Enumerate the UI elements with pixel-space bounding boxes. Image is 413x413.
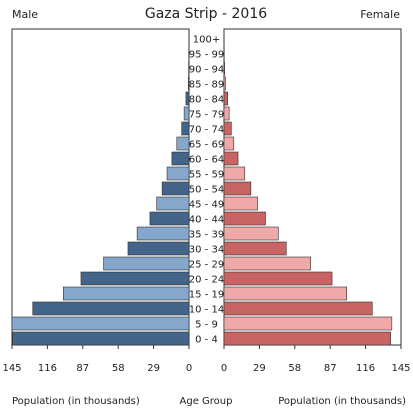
left-tick-label: 29 xyxy=(147,363,160,374)
female-bar-35-39 xyxy=(223,226,279,241)
female-bar-75-79 xyxy=(223,106,230,121)
male-bar-55-59 xyxy=(166,166,190,181)
right-tick-label: 87 xyxy=(324,363,337,374)
male-bar-30-34 xyxy=(127,241,190,256)
age-group-label: 0 - 4 xyxy=(195,335,218,346)
female-bar-40-44 xyxy=(223,211,266,226)
male-bars xyxy=(11,31,190,346)
male-axis-ticks: 145 116 87 58 29 0 xyxy=(2,345,192,374)
female-label: Female xyxy=(360,8,400,21)
male-label: Male xyxy=(12,8,38,21)
female-bar-90-94 xyxy=(223,61,225,76)
female-bar-5-9 xyxy=(223,316,393,331)
age-group-label: 70 - 74 xyxy=(189,125,224,136)
female-bar-70-74 xyxy=(223,121,232,136)
left-tick-label: 87 xyxy=(76,363,89,374)
male-bar-85-89 xyxy=(187,76,190,91)
right-tick-label: 29 xyxy=(253,363,266,374)
male-bar-50-54 xyxy=(161,181,190,196)
female-bar-55-59 xyxy=(223,166,246,181)
female-axis-ticks: 0 29 58 87 116 145 xyxy=(221,345,411,374)
age-group-label: 10 - 14 xyxy=(189,305,224,316)
female-bar-65-69 xyxy=(223,136,235,151)
male-bar-35-39 xyxy=(136,226,190,241)
female-bar-15-19 xyxy=(223,286,347,301)
male-bar-15-19 xyxy=(62,286,190,301)
female-bar-45-49 xyxy=(223,196,258,211)
female-bar-80-84 xyxy=(223,91,228,106)
right-tick-label: 116 xyxy=(356,363,375,374)
male-bar-5-9 xyxy=(11,316,190,331)
age-group-label: 30 - 34 xyxy=(189,245,224,256)
left-tick-label: 0 xyxy=(186,363,192,374)
age-group-label: 20 - 24 xyxy=(189,275,224,286)
age-group-label: 55 - 59 xyxy=(189,170,224,181)
age-axis-title: Age Group xyxy=(180,396,233,407)
age-group-label: 25 - 29 xyxy=(189,260,224,271)
male-axis-title: Population (in thousands) xyxy=(12,396,140,407)
female-bars xyxy=(223,31,393,346)
male-bar-10-14 xyxy=(32,301,190,316)
male-bar-65-69 xyxy=(176,136,190,151)
age-group-label: 75 - 79 xyxy=(189,110,224,121)
left-tick-label: 145 xyxy=(2,363,21,374)
age-group-label: 40 - 44 xyxy=(189,215,224,226)
chart-title: Gaza Strip - 2016 xyxy=(145,6,267,22)
age-group-label: 65 - 69 xyxy=(189,140,224,151)
age-group-label: 90 - 94 xyxy=(189,65,224,76)
left-tick-label: 116 xyxy=(38,363,57,374)
female-bar-30-34 xyxy=(223,241,287,256)
left-tick-label: 58 xyxy=(112,363,125,374)
age-group-label: 45 - 49 xyxy=(189,200,224,211)
male-bar-0-4 xyxy=(12,331,190,346)
female-bar-0-4 xyxy=(223,331,391,346)
right-tick-label: 0 xyxy=(221,363,227,374)
male-bar-75-79 xyxy=(183,106,190,121)
age-group-label: 95 - 99 xyxy=(189,50,224,61)
age-group-label: 35 - 39 xyxy=(189,230,224,241)
age-group-label: 15 - 19 xyxy=(189,290,224,301)
age-group-label: 80 - 84 xyxy=(189,95,224,106)
age-group-label: 60 - 64 xyxy=(189,155,224,166)
female-bar-50-54 xyxy=(223,181,252,196)
male-bar-25-29 xyxy=(103,256,190,271)
female-bar-20-24 xyxy=(223,271,333,286)
female-axis-title: Population (in thousands) xyxy=(278,396,406,407)
age-group-label: 100+ xyxy=(193,35,220,46)
female-bar-10-14 xyxy=(223,301,373,316)
male-bar-20-24 xyxy=(80,271,190,286)
age-group-labels: 100+ 95 - 99 90 - 94 85 - 89 80 - 84 75 - 79 7… xyxy=(189,35,224,346)
female-bar-25-29 xyxy=(223,256,311,271)
age-group-label: 5 - 9 xyxy=(195,320,218,331)
male-bar-45-49 xyxy=(156,196,190,211)
female-bar-60-64 xyxy=(223,151,239,166)
female-bar-85-89 xyxy=(223,76,226,91)
male-bar-80-84 xyxy=(185,91,190,106)
right-tick-label: 58 xyxy=(288,363,301,374)
male-bar-70-74 xyxy=(181,121,190,136)
age-group-label: 50 - 54 xyxy=(189,185,224,196)
male-bar-40-44 xyxy=(149,211,190,226)
male-bar-60-64 xyxy=(171,151,190,166)
right-tick-label: 145 xyxy=(391,363,410,374)
age-group-label: 85 - 89 xyxy=(189,80,224,91)
